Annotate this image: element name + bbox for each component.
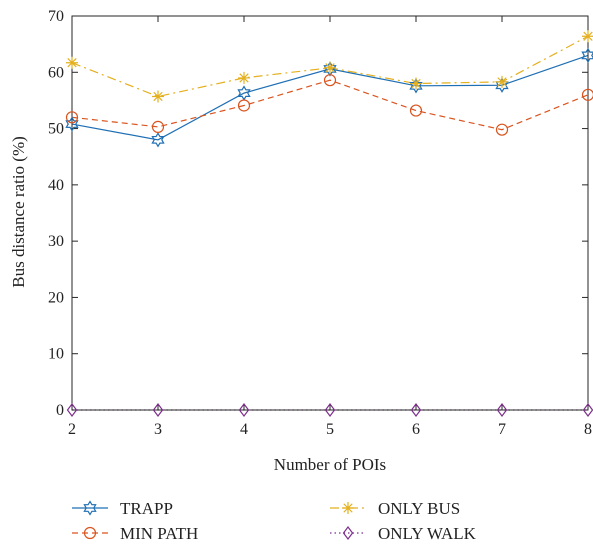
legend-label: MIN PATH [120,524,198,543]
y-tick-label: 30 [48,233,64,250]
legend-entry-2: ONLY BUS [330,499,460,518]
data-point-3-4 [410,403,422,417]
x-tick-label: 8 [584,421,592,438]
series-lines-group [71,35,589,411]
legend: TRAPP MIN PATH ONLY BUS ONLY WALK [72,499,477,543]
data-point-2-1 [152,90,164,103]
y-tick-label: 20 [48,289,64,306]
legend-swatch-marker [83,526,97,540]
data-point-1-3 [323,74,337,87]
legend-swatch-marker [342,502,354,514]
y-tick-label: 40 [48,177,64,194]
legend-entry-3: ONLY WALK [330,524,477,543]
data-point-2-4 [410,77,422,90]
legend-label: ONLY WALK [378,524,477,543]
axis-ticks-group: 2 3 4 5 6 7 8 0 10 20 30 40 50 60 70 [48,8,592,438]
data-point-0-6 [581,47,593,64]
y-tick-label: 50 [48,121,64,138]
x-tick-label: 7 [498,421,506,438]
legend-label: ONLY BUS [378,499,460,518]
legend-swatch-marker [342,526,354,540]
data-point-2-0 [66,56,78,69]
data-point-3-2 [238,403,250,417]
data-point-0-1 [151,132,165,148]
data-point-2-5 [496,75,508,88]
data-point-3-6 [582,403,593,417]
series-markers-group [65,30,593,417]
legend-entry-0: TRAPP [72,499,173,518]
data-point-2-2 [238,71,250,84]
y-tick-label: 10 [48,346,64,363]
data-point-3-5 [496,403,508,417]
data-point-1-5 [495,123,509,136]
data-point-2-3 [324,61,336,74]
x-axis-label: Number of POIs [274,455,386,474]
data-point-3-3 [324,403,336,417]
data-point-1-1 [151,120,165,133]
x-tick-label: 4 [240,421,248,438]
y-tick-label: 60 [48,64,64,81]
data-point-0-0 [65,116,79,132]
data-point-0-4 [409,78,423,94]
data-point-1-0 [65,111,79,124]
y-tick-label: 0 [56,402,64,419]
x-tick-label: 2 [68,421,76,438]
data-point-1-2 [237,99,251,112]
y-axis-label: Bus distance ratio (%) [9,136,28,288]
data-point-0-3 [323,61,337,77]
legend-entry-1: MIN PATH [72,524,198,543]
y-tick-label: 70 [48,8,64,25]
series-line-1 [71,79,589,131]
data-point-2-6 [582,30,593,43]
x-tick-label: 6 [412,421,420,438]
data-point-1-6 [581,88,593,101]
x-tick-label: 5 [326,421,334,438]
data-point-3-0 [66,403,78,417]
data-point-3-1 [152,403,164,417]
legend-swatch-marker [83,500,97,516]
data-point-1-4 [409,104,423,117]
x-tick-label: 3 [154,421,162,438]
legend-label: TRAPP [120,499,173,518]
